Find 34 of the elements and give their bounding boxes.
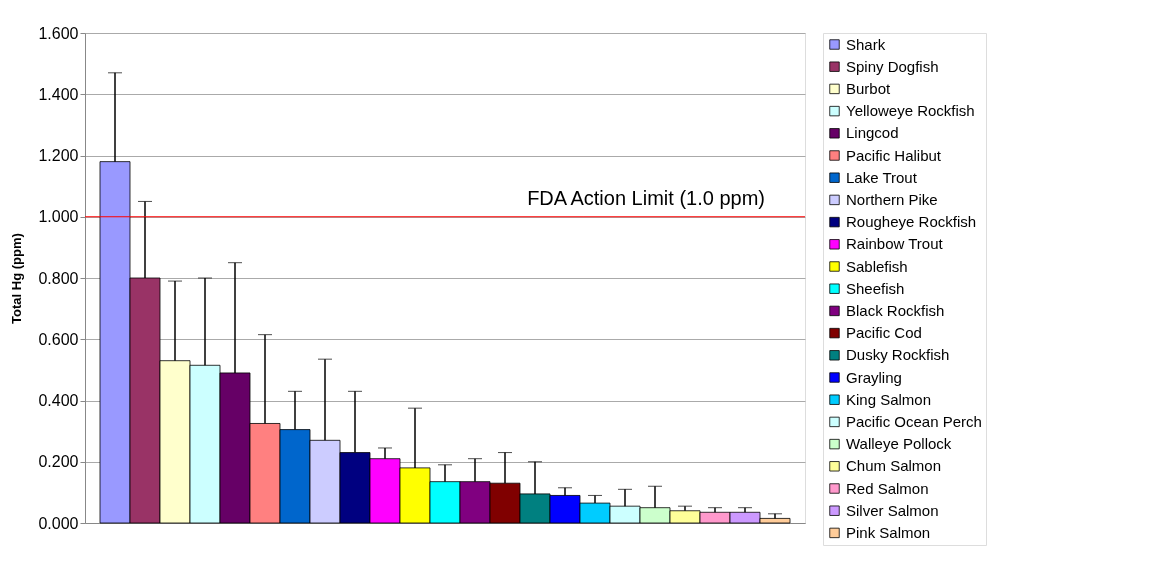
legend-label: Black Rockfish	[846, 301, 945, 319]
legend-label: Pacific Ocean Perch	[846, 412, 982, 430]
legend-label: Lake Trout	[846, 168, 918, 186]
legend-label: Chum Salmon	[846, 457, 942, 475]
legend-label: Pacific Halibut	[846, 146, 942, 164]
y-tick-label: 0.400	[38, 392, 79, 409]
legend-label: Dusky Rockfish	[846, 346, 950, 364]
legend-label: Pink Salmon	[846, 523, 931, 541]
legend-label: Grayling	[846, 368, 902, 386]
legend-label: Walleye Pollock	[846, 435, 952, 453]
legend-label: Spiny Dogfish	[846, 57, 939, 75]
legend-label: Silver Salmon	[846, 501, 939, 519]
legend-label: Sablefish	[846, 257, 908, 275]
legend-label: King Salmon	[846, 390, 932, 408]
y-axis-title: Total Hg (ppm)	[9, 233, 25, 324]
legend-label: Lingcod	[846, 124, 899, 142]
legend-label: Sheefish	[846, 279, 905, 297]
legend-label: Pacific Cod	[846, 324, 922, 342]
y-tick-label: 0.800	[38, 269, 79, 287]
legend-label: Burbot	[846, 79, 892, 97]
y-tick-label: 0.200	[38, 453, 79, 471]
legend-label: Rougheye Rockfish	[846, 213, 977, 231]
legend-label: Red Salmon	[846, 479, 929, 497]
y-tick-label: 0.000	[38, 514, 79, 532]
y-tick-label: 1.200	[38, 147, 79, 164]
legend-label: Shark	[846, 35, 886, 53]
y-tick-label: 1.400	[38, 85, 79, 103]
legend-label: Northern Pike	[846, 190, 938, 208]
legend-label: Rainbow Trout	[846, 235, 944, 253]
y-tick-label: 1.000	[38, 208, 79, 226]
legend-label: Yelloweye Rockfish	[846, 102, 975, 120]
y-tick-label: 0.600	[38, 330, 79, 348]
y-tick-label: 1.600	[38, 24, 79, 42]
ref-line-label: FDA Action Limit (1.0 ppm)	[527, 186, 765, 209]
